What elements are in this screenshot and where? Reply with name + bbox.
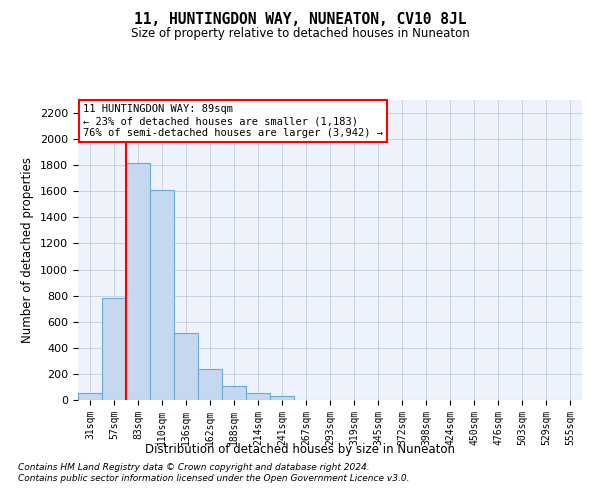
- Text: Distribution of detached houses by size in Nuneaton: Distribution of detached houses by size …: [145, 442, 455, 456]
- Bar: [198, 370, 222, 400]
- Y-axis label: Number of detached properties: Number of detached properties: [22, 157, 34, 343]
- Bar: [174, 334, 198, 400]
- Text: 11, HUNTINGDON WAY, NUNEATON, CV10 8JL: 11, HUNTINGDON WAY, NUNEATON, CV10 8JL: [134, 12, 466, 28]
- Text: Contains public sector information licensed under the Open Government Licence v3: Contains public sector information licen…: [18, 474, 409, 483]
- Bar: [78, 394, 102, 400]
- Bar: [270, 396, 294, 400]
- Text: Contains HM Land Registry data © Crown copyright and database right 2024.: Contains HM Land Registry data © Crown c…: [18, 462, 370, 471]
- Bar: [126, 162, 150, 400]
- Bar: [222, 386, 246, 400]
- Bar: [150, 190, 174, 400]
- Bar: [102, 298, 126, 400]
- Text: Size of property relative to detached houses in Nuneaton: Size of property relative to detached ho…: [131, 28, 469, 40]
- Text: 11 HUNTINGDON WAY: 89sqm
← 23% of detached houses are smaller (1,183)
76% of sem: 11 HUNTINGDON WAY: 89sqm ← 23% of detach…: [83, 104, 383, 138]
- Bar: [246, 393, 270, 400]
